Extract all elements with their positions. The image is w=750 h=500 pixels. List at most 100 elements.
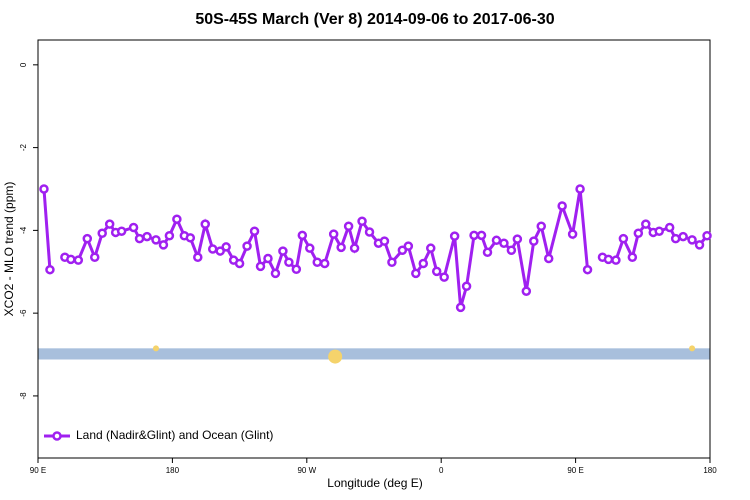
- data-point: [82, 233, 93, 244]
- data-point: [263, 253, 273, 264]
- x-tick-label: 90 W: [297, 466, 316, 475]
- data-point: [499, 238, 509, 248]
- data-point: [249, 226, 260, 236]
- data-point: [633, 228, 644, 239]
- data-point: [543, 253, 554, 264]
- data-point: [439, 272, 449, 282]
- data-point: [193, 252, 203, 263]
- data-point: [411, 268, 421, 279]
- data-point: [142, 231, 152, 242]
- highlight-marker: [152, 345, 159, 352]
- y-tick-label: -2: [19, 144, 28, 152]
- data-point: [207, 244, 218, 254]
- data-point: [128, 222, 139, 233]
- data-point: [702, 231, 712, 241]
- chart-title: 50S-45S March (Ver 8) 2014-09-06 to 2017…: [195, 11, 554, 28]
- x-tick-label: 0: [439, 466, 444, 475]
- data-point: [506, 245, 517, 255]
- legend-label: Land (Nadir&Glint) and Ocean (Glint): [76, 428, 273, 442]
- data-point: [469, 230, 479, 241]
- x-tick-label: 90 E: [30, 466, 46, 475]
- data-point: [567, 229, 578, 239]
- data-point: [357, 216, 367, 227]
- x-tick-label: 180: [166, 466, 180, 475]
- legend-marker: [52, 431, 62, 441]
- data-point: [603, 254, 614, 265]
- data-point: [221, 242, 231, 252]
- data-point: [343, 221, 354, 231]
- data-point: [215, 246, 225, 256]
- data-point: [297, 230, 308, 241]
- data-point: [319, 258, 330, 269]
- data-point: [482, 247, 493, 258]
- data-point: [104, 219, 115, 229]
- data-point: [575, 184, 585, 194]
- data-point: [529, 236, 539, 246]
- data-point: [678, 231, 688, 242]
- band: [38, 348, 710, 360]
- data-point: [425, 243, 436, 253]
- data-point: [379, 236, 390, 246]
- data-point: [164, 231, 175, 241]
- data-point: [45, 264, 55, 275]
- data-point: [641, 219, 651, 229]
- data-point: [387, 257, 397, 267]
- data-point: [664, 222, 675, 233]
- y-tick-label: -4: [19, 226, 28, 234]
- data-point: [278, 246, 288, 256]
- data-point: [255, 261, 266, 272]
- data-point: [521, 286, 532, 296]
- y-tick-label: -8: [19, 392, 28, 400]
- data-point: [536, 221, 547, 231]
- data-point: [397, 245, 408, 255]
- data-point: [418, 258, 429, 269]
- data-point: [461, 281, 472, 291]
- x-tick-label: 180: [703, 466, 717, 475]
- data-point: [242, 241, 252, 251]
- data-point: [618, 233, 629, 244]
- data-point: [611, 255, 621, 265]
- data-point: [349, 243, 360, 253]
- data-point: [627, 252, 638, 263]
- data-point: [312, 257, 323, 267]
- y-axis-label: XCO2 - MLO trend (ppm): [2, 182, 16, 317]
- highlight-marker: [689, 345, 696, 352]
- data-point: [73, 255, 84, 265]
- plot-frame: [37, 39, 711, 459]
- data-point: [185, 233, 196, 243]
- data-point: [403, 241, 414, 251]
- series-line: [42, 188, 709, 308]
- data-point: [151, 235, 161, 245]
- data-point: [364, 227, 375, 237]
- data-point: [89, 252, 100, 263]
- data-point: [694, 240, 705, 250]
- data-point: [291, 264, 302, 275]
- data-point: [582, 264, 593, 275]
- y-tick-label: 0: [19, 62, 28, 67]
- data-point: [305, 243, 315, 253]
- data-point: [512, 234, 523, 244]
- data-point: [39, 184, 49, 194]
- data-point: [66, 254, 76, 265]
- data-point: [284, 257, 294, 267]
- data-point: [134, 233, 145, 244]
- highlight-marker: [328, 349, 343, 364]
- data-point: [328, 229, 339, 239]
- data-point: [200, 219, 211, 229]
- data-point: [557, 201, 567, 211]
- data-point: [455, 302, 466, 313]
- data-point: [670, 233, 681, 244]
- data-point: [270, 268, 281, 279]
- data-point: [431, 266, 442, 277]
- data-point: [687, 235, 697, 245]
- data-point: [336, 242, 346, 253]
- data-point: [172, 214, 182, 224]
- data-point: [476, 230, 487, 241]
- data-point: [449, 231, 460, 241]
- data-point: [116, 226, 127, 236]
- data-point: [491, 235, 502, 246]
- x-tick-label: 90 E: [567, 466, 583, 475]
- y-tick-label: -6: [19, 309, 28, 317]
- data-point: [158, 240, 169, 250]
